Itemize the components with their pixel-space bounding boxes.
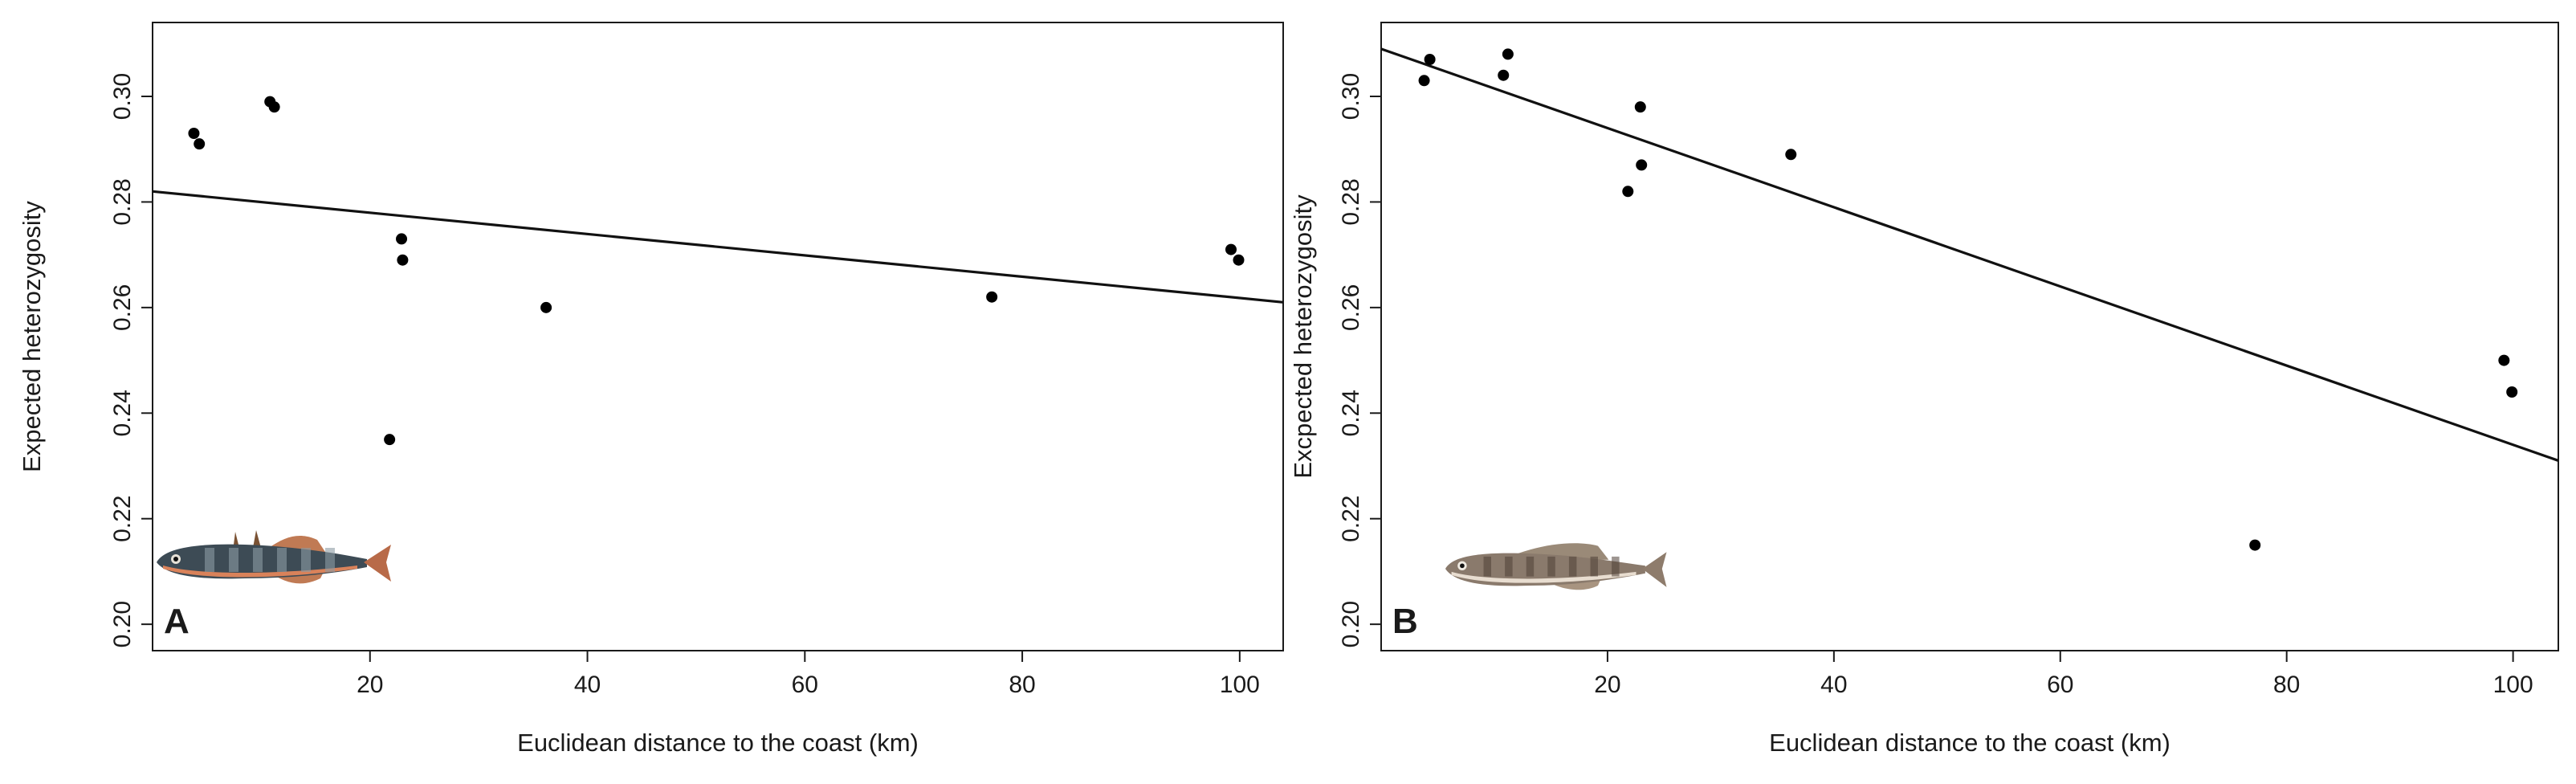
y-axis-label: Expected heterozygosity	[18, 201, 46, 472]
fish-stripe	[1547, 556, 1555, 577]
x-tick-label: 100	[2493, 672, 2533, 698]
fish-stripe	[325, 548, 335, 572]
regression-line	[152, 190, 1284, 304]
y-tick-label: 0.28	[109, 178, 136, 225]
fish-stripe	[1612, 556, 1620, 577]
x-tick-label: 20	[1594, 672, 1620, 698]
plot-frame	[152, 22, 1284, 651]
x-axis-label: Euclidean distance to the coast (km)	[517, 729, 919, 757]
y-tick-label: 0.22	[109, 496, 136, 542]
data-point	[268, 101, 280, 113]
fish-belly	[1451, 571, 1636, 583]
fish-stripe	[1483, 556, 1491, 577]
x-tick-label: 40	[574, 672, 601, 698]
data-point	[1636, 159, 1648, 171]
x-tick-label: 40	[1820, 672, 1847, 698]
regression-line	[1380, 47, 2559, 462]
data-point	[1785, 149, 1797, 161]
y-tick-label: 0.26	[109, 284, 136, 331]
y-axis-label: Excpected heterozygosity	[1289, 194, 1317, 479]
x-tick-label: 80	[1009, 672, 1035, 698]
data-point	[1634, 101, 1646, 113]
y-tick-label: 0.24	[109, 390, 136, 436]
data-point	[2498, 354, 2510, 366]
y-tick-label: 0.24	[1338, 390, 1364, 436]
chart-panel-a: 20 40 60 80 100 0.20 0.22 0.24 0.26 0.28 0.30 Eucli…	[18, 22, 1284, 757]
data-point	[1424, 54, 1436, 65]
fish-stripe	[1568, 556, 1577, 577]
fish-stripe	[229, 548, 238, 572]
fish-stripe	[301, 548, 311, 572]
data-point	[540, 301, 552, 313]
fish-tail	[1642, 552, 1667, 587]
y-tick-label: 0.28	[1338, 178, 1364, 225]
fish-stripe	[1590, 556, 1598, 577]
data-point	[397, 254, 409, 266]
y-tick-label: 0.20	[1338, 601, 1364, 647]
plot-frame	[1380, 22, 2559, 651]
fish-tail	[364, 545, 391, 582]
y-tick-label: 0.20	[109, 601, 136, 647]
fish-pupil	[1460, 563, 1465, 569]
y-tick-label: 0.30	[109, 73, 136, 120]
data-point	[1418, 75, 1430, 87]
nine-spined-stickleback-icon	[1445, 543, 1667, 590]
x-tick-label: 100	[1220, 672, 1260, 698]
fish-stripe	[253, 548, 263, 572]
data-point	[384, 434, 396, 446]
fish-stripe	[1526, 556, 1535, 577]
fish-spine	[253, 530, 261, 548]
x-tick-label: 60	[792, 672, 818, 698]
fish-stripe	[205, 548, 214, 572]
data-point	[188, 128, 200, 139]
data-point	[194, 138, 206, 150]
data-point	[1498, 69, 1510, 81]
y-tick-label: 0.30	[1338, 73, 1364, 120]
data-point	[1502, 48, 1514, 60]
y-tick-label: 0.22	[1338, 496, 1364, 542]
data-point	[396, 233, 408, 245]
panel-label: B	[1392, 602, 1418, 641]
x-axis-label: Euclidean distance to the coast (km)	[1769, 729, 2170, 757]
chart-panel-b: 20 40 60 80 100 0.20 0.22 0.24 0.26 0.28 0.30 Eucli…	[1289, 22, 2559, 757]
fish-pupil	[173, 557, 178, 561]
data-point	[986, 291, 998, 303]
three-spined-stickleback-icon	[157, 530, 391, 584]
x-tick-label: 20	[357, 672, 383, 698]
data-point	[2506, 386, 2518, 398]
data-point	[1622, 186, 1634, 198]
data-point	[1233, 254, 1245, 266]
fish-stripe	[1505, 556, 1513, 577]
x-tick-label: 80	[2273, 672, 2300, 698]
y-tick-label: 0.26	[1338, 284, 1364, 331]
panel-label: A	[164, 602, 190, 641]
data-point	[1225, 243, 1237, 255]
data-point	[2249, 539, 2261, 551]
fish-stripe	[277, 548, 287, 572]
x-tick-label: 60	[2047, 672, 2073, 698]
fish-belly	[163, 566, 357, 578]
